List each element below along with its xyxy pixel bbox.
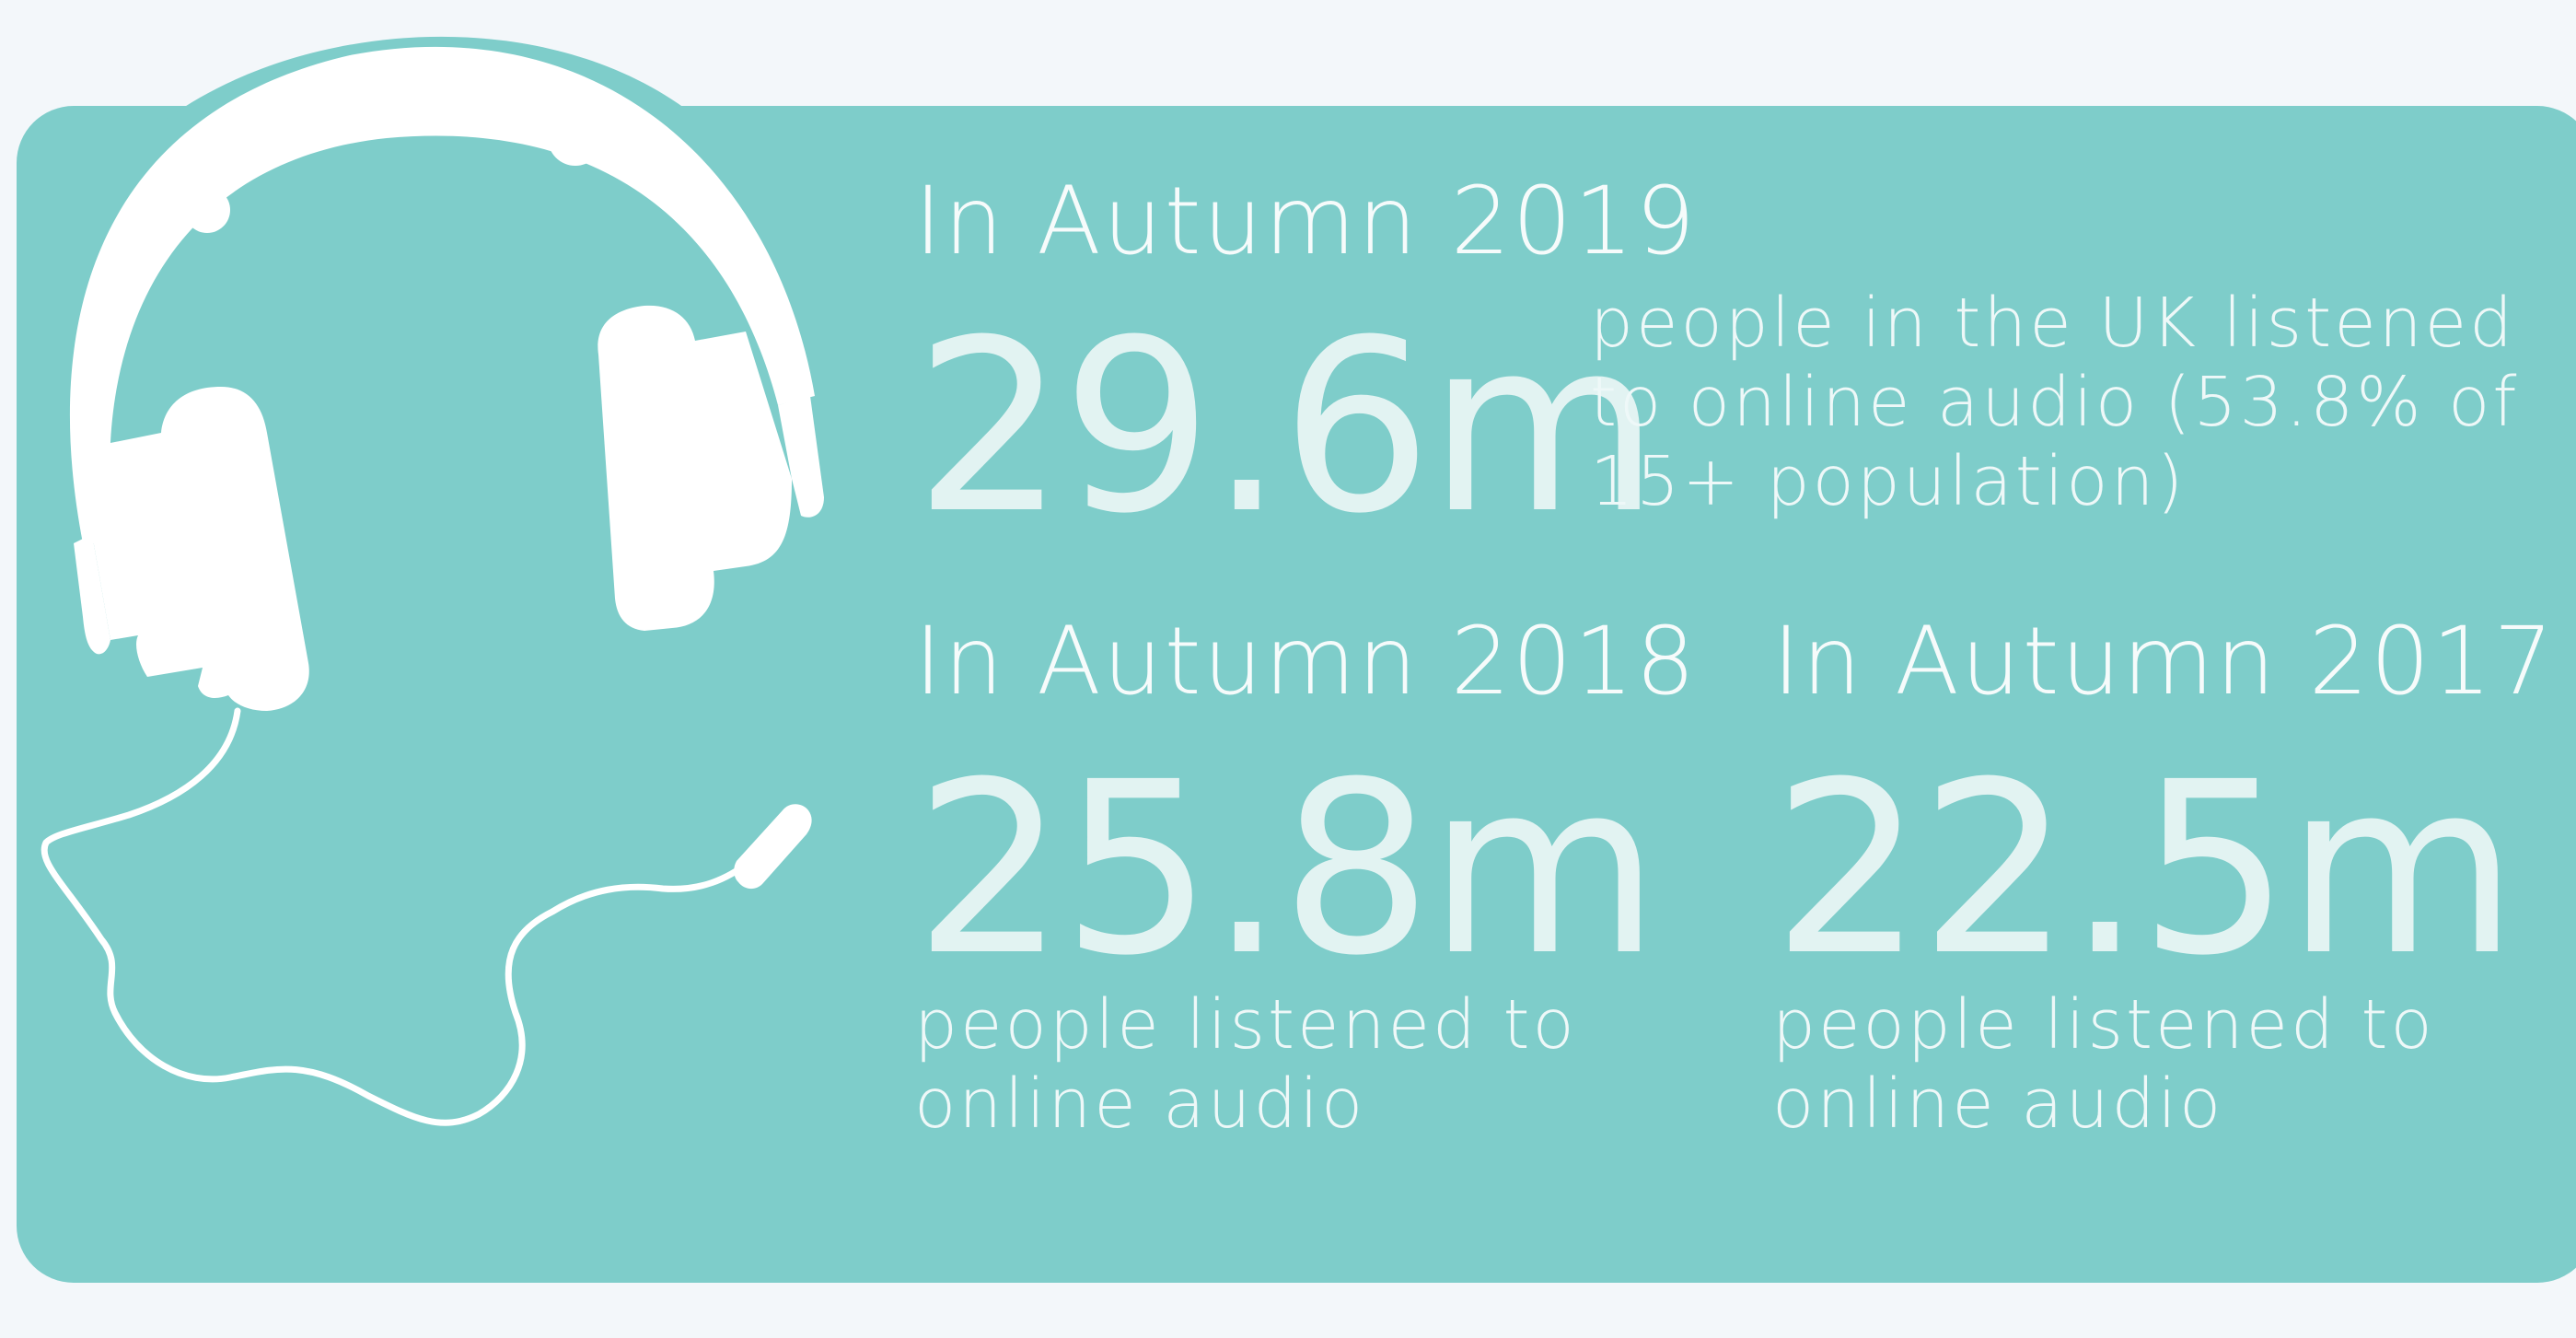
stats-panel bbox=[17, 106, 2576, 1283]
stat-2019-desc-line-1: people in the UK listened bbox=[1590, 284, 2516, 363]
stat-2019-label: In Autumn 2019 bbox=[914, 167, 1698, 276]
stat-2018-desc-line-2: online audio bbox=[914, 1065, 1366, 1144]
stat-2019-desc-line-3: 15+ population) bbox=[1590, 442, 2187, 521]
stat-2018-desc-line-1: people listened to bbox=[914, 985, 1577, 1065]
stat-2019-desc-line-2: to online audio (53.8% of bbox=[1590, 363, 2520, 442]
stat-2019-value: 29.6m bbox=[914, 289, 1660, 565]
headphones-icon bbox=[41, 36, 824, 1126]
stat-2017-value: 22.5m bbox=[1772, 731, 2518, 1007]
stat-2017-description: people listened to online audio bbox=[1772, 985, 2435, 1144]
stat-2018-value: 25.8m bbox=[914, 731, 1660, 1007]
stat-2017-label: In Autumn 2017 bbox=[1772, 607, 2556, 716]
stat-2019-description: people in the UK listened to online audi… bbox=[1590, 284, 2519, 521]
stat-2018-label: In Autumn 2018 bbox=[914, 607, 1698, 716]
stat-2017-desc-line-1: people listened to bbox=[1772, 985, 2435, 1065]
stat-2018-description: people listened to online audio bbox=[914, 985, 1577, 1144]
stat-2017-desc-line-2: online audio bbox=[1772, 1065, 2224, 1144]
